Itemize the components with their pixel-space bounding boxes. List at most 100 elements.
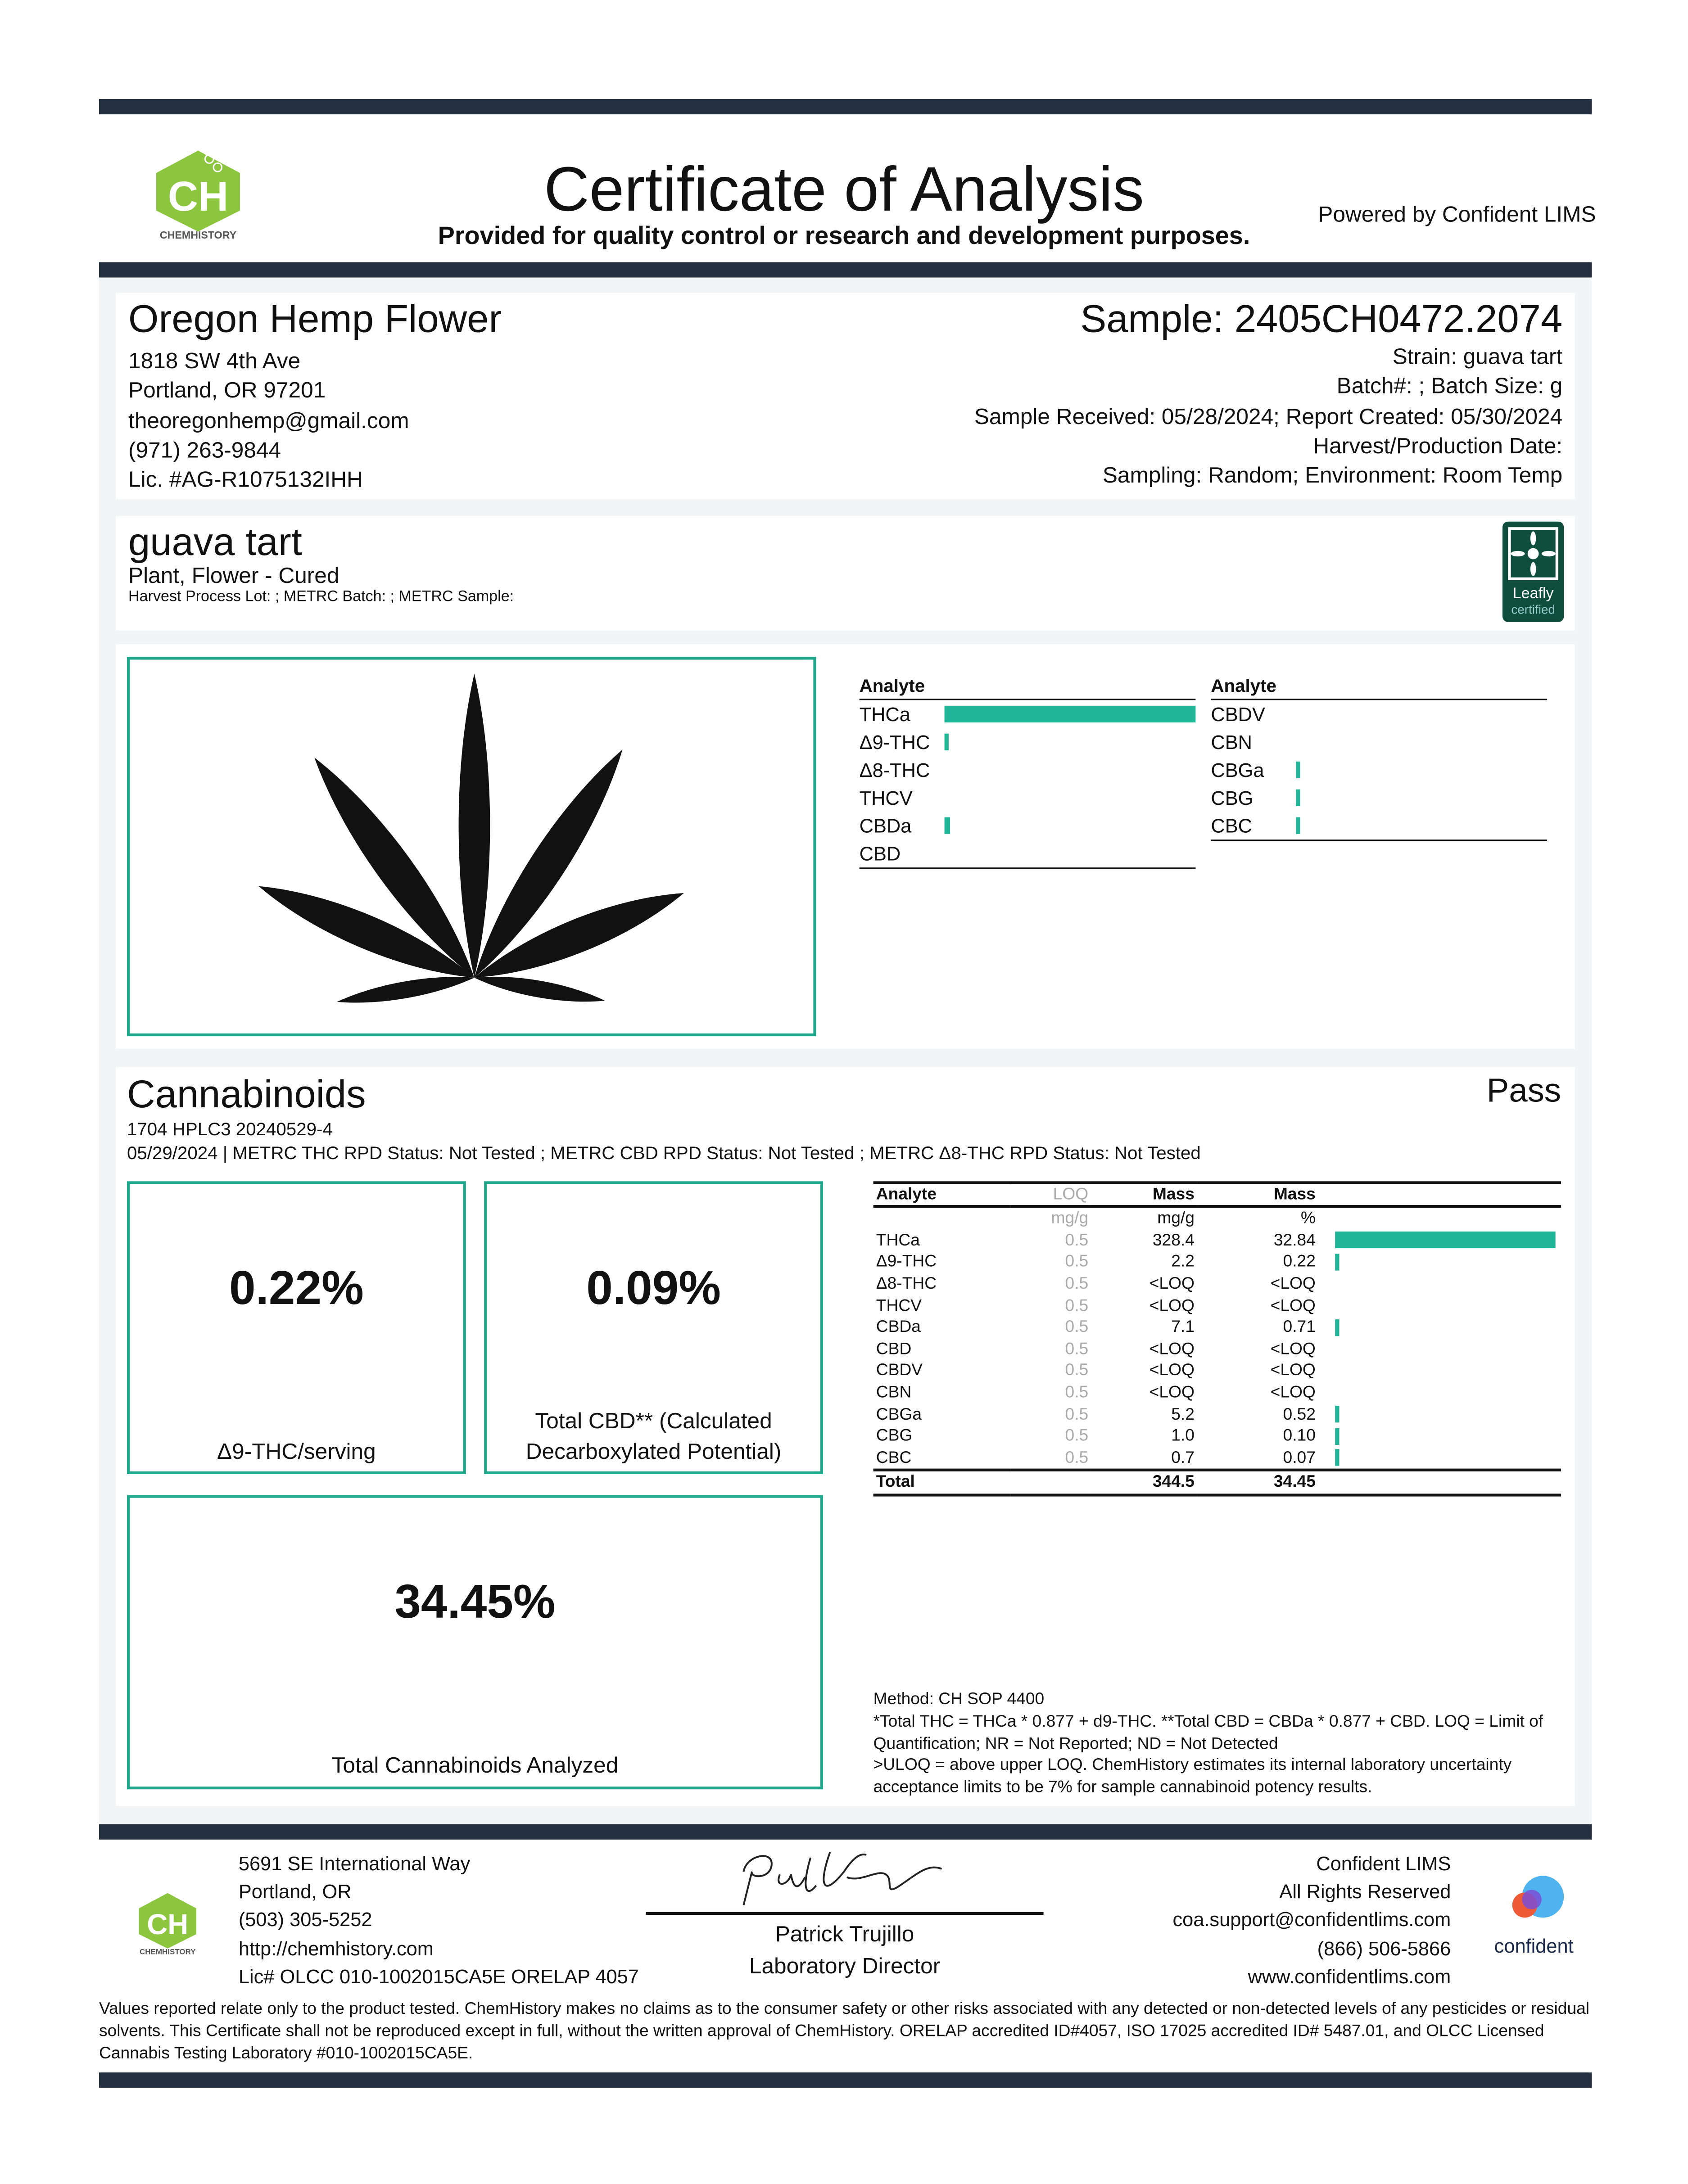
analyte-bar bbox=[944, 817, 950, 834]
signer-name: Patrick Trujillo bbox=[775, 1923, 914, 1947]
col-analyte: Analyte bbox=[873, 1181, 1010, 1208]
sample-id: Sample: 2405CH0472.2074 bbox=[1080, 297, 1563, 341]
overview-header: Analyte bbox=[1211, 675, 1548, 700]
table-row: CBDV 0.5 <LOQ <LOQ bbox=[873, 1360, 1561, 1381]
cell-pct: 0.52 bbox=[1283, 1403, 1316, 1424]
section-title: Cannabinoids bbox=[127, 1072, 366, 1116]
cell-mg: 2.2 bbox=[1171, 1251, 1195, 1272]
cell-pct: 0.07 bbox=[1283, 1447, 1316, 1467]
product-metrc: Harvest Process Lot: ; METRC Batch: ; ME… bbox=[128, 588, 514, 605]
cannabis-leaf-icon bbox=[258, 673, 684, 1003]
analyte-name: CBG bbox=[1211, 786, 1254, 809]
cbd-label-1: Total CBD** (Calculated bbox=[535, 1410, 772, 1434]
cell-mg: 0.7 bbox=[1171, 1447, 1195, 1467]
analyte-bar bbox=[1296, 789, 1300, 806]
svg-text:CHEMHISTORY: CHEMHISTORY bbox=[140, 1948, 196, 1956]
svg-text:CH: CH bbox=[168, 173, 228, 220]
leafly-icon: Leafly certified bbox=[1508, 527, 1558, 616]
analyte-name: CBGa bbox=[1211, 758, 1264, 781]
cell-analyte: CBGa bbox=[876, 1403, 922, 1424]
leafly-certified-badge: Leafly certified bbox=[1502, 521, 1564, 622]
product-name: guava tart bbox=[128, 520, 302, 564]
client-email: theoregonhemp@gmail.com bbox=[128, 409, 409, 433]
client-phone: (971) 263-9844 bbox=[128, 439, 281, 463]
table-row: CBG 0.5 1.0 0.10 bbox=[873, 1425, 1561, 1447]
analyte-name: Δ9-THC bbox=[859, 731, 930, 754]
top-bar bbox=[99, 99, 1592, 115]
confident-logo: confident bbox=[1482, 1869, 1586, 1959]
cell-analyte: CBN bbox=[876, 1382, 912, 1402]
thc-serving-card: 0.22% Δ9-THC/serving bbox=[127, 1181, 466, 1475]
result-bar bbox=[1335, 1449, 1339, 1467]
total-row: Total 344.5 34.45 bbox=[873, 1469, 1561, 1496]
result-bar bbox=[1335, 1254, 1339, 1271]
page-subtitle: Provided for quality control or research… bbox=[438, 221, 1250, 250]
cell-analyte: Δ9-THC bbox=[876, 1251, 937, 1272]
lims-contact: Confident LIMS All Rights Reserved coa.s… bbox=[1172, 1849, 1451, 1990]
unit-mass-pct: % bbox=[1300, 1208, 1316, 1228]
cell-analyte: Δ8-THC bbox=[876, 1273, 937, 1293]
lab-website[interactable]: http://chemhistory.com bbox=[238, 1936, 434, 1959]
cell-loq: 0.5 bbox=[1065, 1382, 1089, 1402]
total-cannabinoids-card: 34.45% Total Cannabinoids Analyzed bbox=[127, 1495, 824, 1790]
page-title: Certificate of Analysis bbox=[544, 153, 1144, 225]
cbd-label-2: Decarboxylated Potential) bbox=[525, 1440, 782, 1465]
lab-contact: 5691 SE International Way Portland, OR (… bbox=[239, 1849, 639, 1990]
cell-pct: 0.71 bbox=[1283, 1317, 1316, 1337]
product-panel: guava tart Plant, Flower - Cured Harvest… bbox=[116, 516, 1575, 631]
lims-email[interactable]: coa.support@confidentlims.com bbox=[1172, 1908, 1451, 1931]
lims-phone: (866) 506-5866 bbox=[1317, 1936, 1451, 1959]
cell-loq: 0.5 bbox=[1065, 1273, 1089, 1293]
table-header: Analyte LOQ Mass Mass bbox=[873, 1181, 1561, 1208]
overview-row: CBN bbox=[1211, 728, 1547, 756]
table-row: Δ9-THC 0.5 2.2 0.22 bbox=[873, 1251, 1561, 1273]
overview-row: CBC bbox=[1211, 812, 1547, 839]
table-row: CBC 0.5 0.7 0.07 bbox=[873, 1447, 1561, 1470]
leaflet bbox=[258, 886, 475, 978]
leaflet bbox=[458, 673, 490, 978]
cell-mg: 5.2 bbox=[1171, 1403, 1195, 1424]
product-image-frame bbox=[127, 657, 816, 1037]
method: Method: CH SOP 4400 bbox=[873, 1689, 1045, 1709]
analyte-name: THCa bbox=[859, 703, 910, 726]
overview-row: CBG bbox=[1211, 784, 1547, 812]
footer-bar bbox=[99, 1824, 1592, 1840]
notes: *Total THC = THCa * 0.877 + d9-THC. **To… bbox=[873, 1711, 1543, 1753]
table-row: THCV 0.5 <LOQ <LOQ bbox=[873, 1295, 1561, 1316]
rpd-status: 05/29/2024 | METRC THC RPD Status: Not T… bbox=[127, 1142, 1201, 1164]
cell-pct: 0.22 bbox=[1283, 1251, 1316, 1272]
cell-mg: 7.1 bbox=[1171, 1317, 1195, 1337]
cell-mg: <LOQ bbox=[1149, 1339, 1195, 1358]
sample-harvest: Harvest/Production Date: bbox=[1313, 435, 1563, 459]
analyte-name: THCV bbox=[859, 786, 913, 809]
overview-row: Δ9-THC bbox=[860, 728, 1196, 756]
col-mass-pct: Mass bbox=[1197, 1181, 1319, 1208]
overview-header: Analyte bbox=[859, 675, 1196, 700]
analyte-name: CBC bbox=[1211, 814, 1253, 837]
leaflet bbox=[337, 977, 475, 1003]
cell-loq: 0.5 bbox=[1065, 1295, 1089, 1315]
cell-analyte: CBD bbox=[876, 1339, 912, 1358]
unit-loq: mg/g bbox=[1051, 1208, 1089, 1228]
cell-loq: 0.5 bbox=[1065, 1339, 1089, 1358]
chemhistory-logo: CH CHEMHISTORY bbox=[154, 148, 244, 245]
result-bar bbox=[1335, 1427, 1339, 1445]
overview-table-left: Analyte THCa Δ9-THC Δ8-THC THCV CBDa CBD bbox=[859, 675, 1196, 869]
cell-analyte: CBG bbox=[876, 1426, 913, 1445]
col-loq: LOQ bbox=[1009, 1181, 1091, 1208]
cell-pct: <LOQ bbox=[1270, 1273, 1316, 1293]
total-value: 34.45% bbox=[394, 1576, 556, 1629]
cell-analyte: CBC bbox=[876, 1447, 912, 1467]
leaflet bbox=[474, 893, 684, 978]
lims-website[interactable]: www.confidentlims.com bbox=[1248, 1965, 1451, 1987]
cell-pct: 0.10 bbox=[1283, 1426, 1316, 1445]
cell-analyte: CBDV bbox=[876, 1360, 923, 1380]
analyte-name: CBDV bbox=[1211, 703, 1265, 726]
result-bar bbox=[1335, 1319, 1340, 1336]
table-row: CBDa 0.5 7.1 0.71 bbox=[873, 1317, 1561, 1338]
analyte-name: CBDa bbox=[859, 814, 912, 837]
pass-status: Pass bbox=[1486, 1072, 1561, 1110]
thc-label: Δ9-THC/serving bbox=[217, 1440, 376, 1465]
table-row: CBD 0.5 <LOQ <LOQ bbox=[873, 1338, 1561, 1360]
